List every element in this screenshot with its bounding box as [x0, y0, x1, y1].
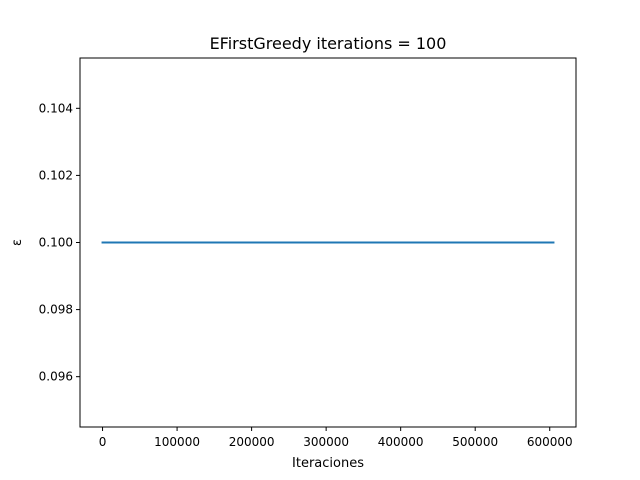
x-tick-label: 100000: [154, 435, 200, 449]
x-tick-label: 200000: [229, 435, 275, 449]
x-tick-label: 500000: [452, 435, 498, 449]
x-axis: 0 100000 200000 300000 400000 500000 600000: [99, 427, 573, 449]
y-tick-label: 0.100: [39, 236, 73, 250]
x-tick-label: 600000: [527, 435, 573, 449]
y-tick-label: 0.104: [39, 101, 73, 115]
x-tick-label: 0: [99, 435, 107, 449]
chart-title: EFirstGreedy iterations = 100: [210, 34, 447, 53]
x-tick-label: 400000: [378, 435, 424, 449]
y-tick-label: 0.098: [39, 303, 73, 317]
y-tick-label: 0.096: [39, 370, 73, 384]
x-tick-label: 300000: [303, 435, 349, 449]
x-axis-label: Iteraciones: [292, 456, 364, 471]
y-axis: 0.096 0.098 0.100 0.102 0.104: [39, 101, 80, 384]
y-tick-label: 0.102: [39, 168, 73, 182]
y-axis-label: ε: [10, 239, 25, 246]
